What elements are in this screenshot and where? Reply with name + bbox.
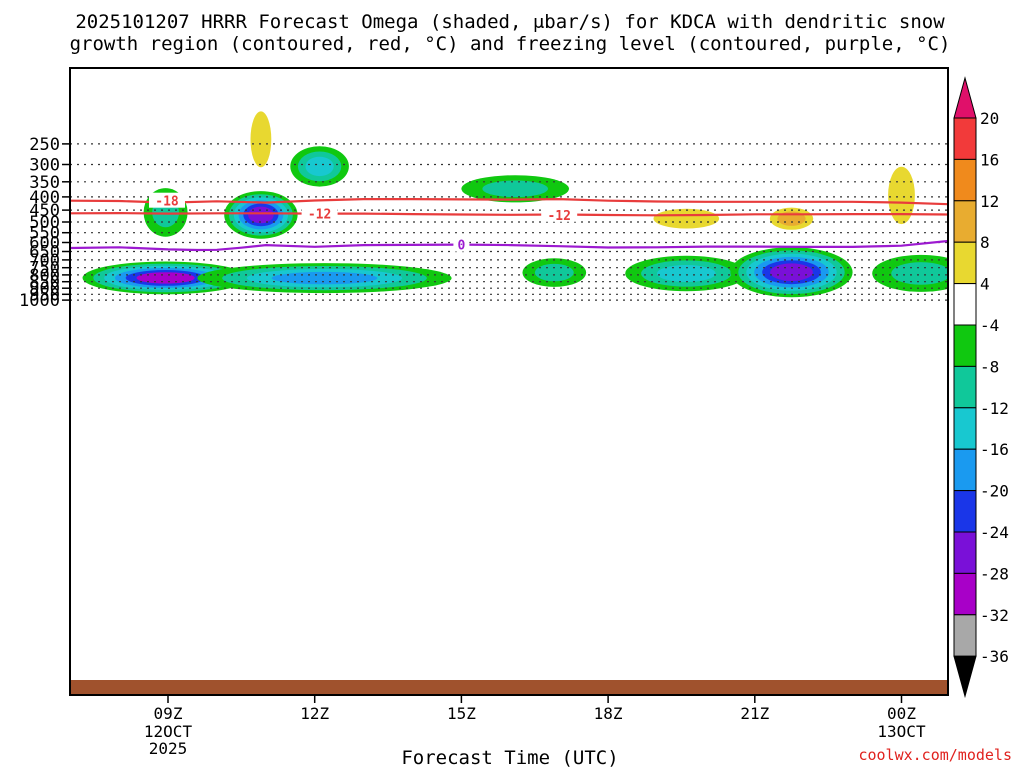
colorbar-swatch-0 — [953, 117, 977, 160]
y-tick-label-750: 750 — [29, 259, 60, 279]
colorbar: 20 16 12 8 4 -4 -8 -12 -16 -20 -24 -28 -32 -36 — [953, 76, 1009, 699]
colorbar-swatch-7 — [953, 407, 977, 450]
colorbar-swatch-4 — [953, 283, 977, 326]
colorbar-label-7: -12 — [980, 399, 1009, 418]
omega-contour-17-1 — [888, 166, 915, 225]
isotherm-label-bg-3 — [453, 236, 470, 252]
y-tick-label-350: 350 — [29, 173, 60, 193]
colorbar-label-11: -28 — [980, 564, 1009, 583]
colorbar-swatch-5 — [953, 324, 977, 367]
colorbar-label-2: 12 — [980, 192, 999, 211]
plot-background — [70, 68, 948, 695]
colorbar-label-10: -24 — [980, 523, 1009, 542]
colorbar-label-5: -4 — [980, 316, 999, 335]
x-tick-label-00Z: 00Z — [887, 704, 916, 723]
omega-contour-3-2 — [657, 265, 716, 282]
omega-contour-1-3 — [271, 271, 378, 285]
isotherm-label-1: -12 — [308, 208, 331, 223]
omega-contour-0-5 — [136, 272, 195, 284]
omega-contour-15-1 — [653, 208, 720, 229]
isotherm-label-bg-0 — [149, 192, 185, 208]
isotherm-contours: -18 -12 -12 0 — [70, 192, 948, 254]
y-tick-label-600: 600 — [29, 234, 60, 254]
ground-bar — [70, 680, 948, 695]
colorbar-label-1: 16 — [980, 150, 999, 169]
x-tick-sublabel-00Z-0: 13OCT — [877, 722, 926, 741]
omega-contour-9-1 — [482, 180, 548, 198]
isotherm--12 — [70, 211, 948, 217]
colorbar-label-6: -8 — [980, 357, 999, 376]
colorbar-label-8: -16 — [980, 440, 1009, 459]
colorbar-swatch-6 — [953, 365, 977, 409]
isotherm--18 — [70, 197, 948, 206]
isotherm-label-bg-1 — [301, 205, 338, 221]
colorbar-swatch-10 — [953, 531, 977, 574]
y-tick-label-550: 550 — [29, 224, 60, 244]
x-tick-sublabel-09Z-0: 12OCT — [144, 722, 193, 741]
y-tick-label-950: 950 — [29, 285, 60, 305]
y-tick-label-850: 850 — [29, 273, 60, 293]
colorbar-swatch-3 — [953, 241, 977, 285]
x-tick-label-15Z: 15Z — [447, 704, 476, 723]
omega-contour-5-1 — [891, 262, 948, 285]
chart-title-line1: 2025101207 HRRR Forecast Omega (shaded, … — [75, 11, 945, 33]
plot-frame — [69, 67, 949, 696]
x-tick-label-18Z: 18Z — [594, 704, 623, 723]
omega-contour-11-1 — [250, 111, 272, 168]
colorbar-label-0: 20 — [980, 109, 999, 128]
colorbar-swatch-12 — [953, 614, 977, 657]
omega-contour-2-1 — [534, 263, 574, 282]
y-tick-label-450: 450 — [29, 201, 60, 221]
y-tick-label-650: 650 — [29, 243, 60, 263]
omega-contour-4-5 — [770, 263, 813, 282]
x-tick-sublabel-09Z-1: 2025 — [149, 739, 188, 758]
y-tick-label-800: 800 — [29, 266, 60, 286]
colorbar-swatch-9 — [953, 490, 977, 533]
y-tick-label-700: 700 — [29, 251, 60, 271]
colorbar-top-arrow — [953, 76, 977, 119]
isotherm-label-3: 0 — [457, 239, 465, 254]
y-tick-label-900: 900 — [29, 279, 60, 299]
omega-contour-10-0 — [160, 150, 176, 177]
y-tick-label-250: 250 — [29, 135, 60, 155]
x-tick-label-12Z: 12Z — [300, 704, 329, 723]
colorbar-label-3: 8 — [980, 233, 990, 252]
x-tick-label-09Z: 09Z — [154, 704, 183, 723]
colorbar-label-13: -36 — [980, 647, 1009, 666]
omega-contour-7-5 — [248, 206, 274, 224]
colorbar-label-12: -32 — [980, 606, 1009, 625]
omega-contour-13-0 — [311, 221, 328, 239]
colorbar-swatch-2 — [953, 200, 977, 243]
credit-text[interactable]: coolwx.com/models — [858, 746, 1012, 764]
isotherm-label-0: -18 — [155, 195, 179, 210]
colorbar-swatch-1 — [953, 158, 977, 202]
y-tick-label-500: 500 — [29, 213, 60, 233]
colorbar-swatch-8 — [953, 448, 977, 492]
x-axis-label: Forecast Time (UTC) — [401, 747, 618, 768]
omega-contour-8-2 — [305, 156, 334, 177]
colorbar-label-9: -20 — [980, 482, 1009, 501]
chart-title-line2: growth region (contoured, red, °C) and f… — [70, 33, 951, 55]
y-tick-label-400: 400 — [29, 188, 60, 208]
colorbar-swatch-11 — [953, 572, 977, 616]
y-tick-label-1000: 1000 — [19, 291, 60, 311]
colorbar-bottom-arrow — [953, 655, 977, 699]
colorbar-label-4: 4 — [980, 275, 990, 294]
y-tick-label-300: 300 — [29, 156, 60, 176]
y-axis: 2503003504004505005506006507007508008509… — [19, 135, 70, 311]
isotherm-label-2: -12 — [547, 209, 570, 224]
x-tick-label-21Z: 21Z — [740, 704, 769, 723]
isotherm-label-bg-2 — [541, 206, 578, 222]
